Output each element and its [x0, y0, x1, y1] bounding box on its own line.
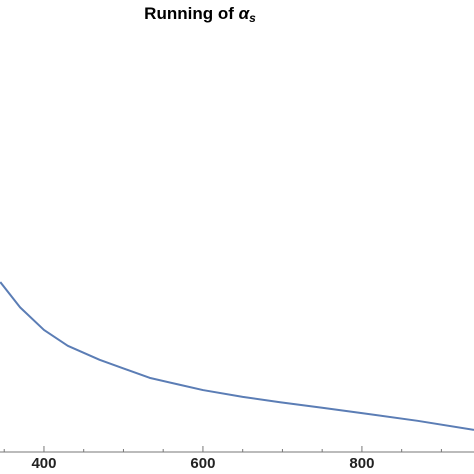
title-subscript: s [249, 11, 256, 25]
x-tick-label: 800 [349, 455, 374, 472]
x-tick-label: 600 [190, 455, 215, 472]
title-text: Running of [144, 4, 238, 23]
chart-title: Running of αs [144, 4, 256, 25]
title-symbol: α [239, 4, 251, 23]
line-series [0, 281, 474, 431]
x-tick-label: 400 [31, 455, 56, 472]
